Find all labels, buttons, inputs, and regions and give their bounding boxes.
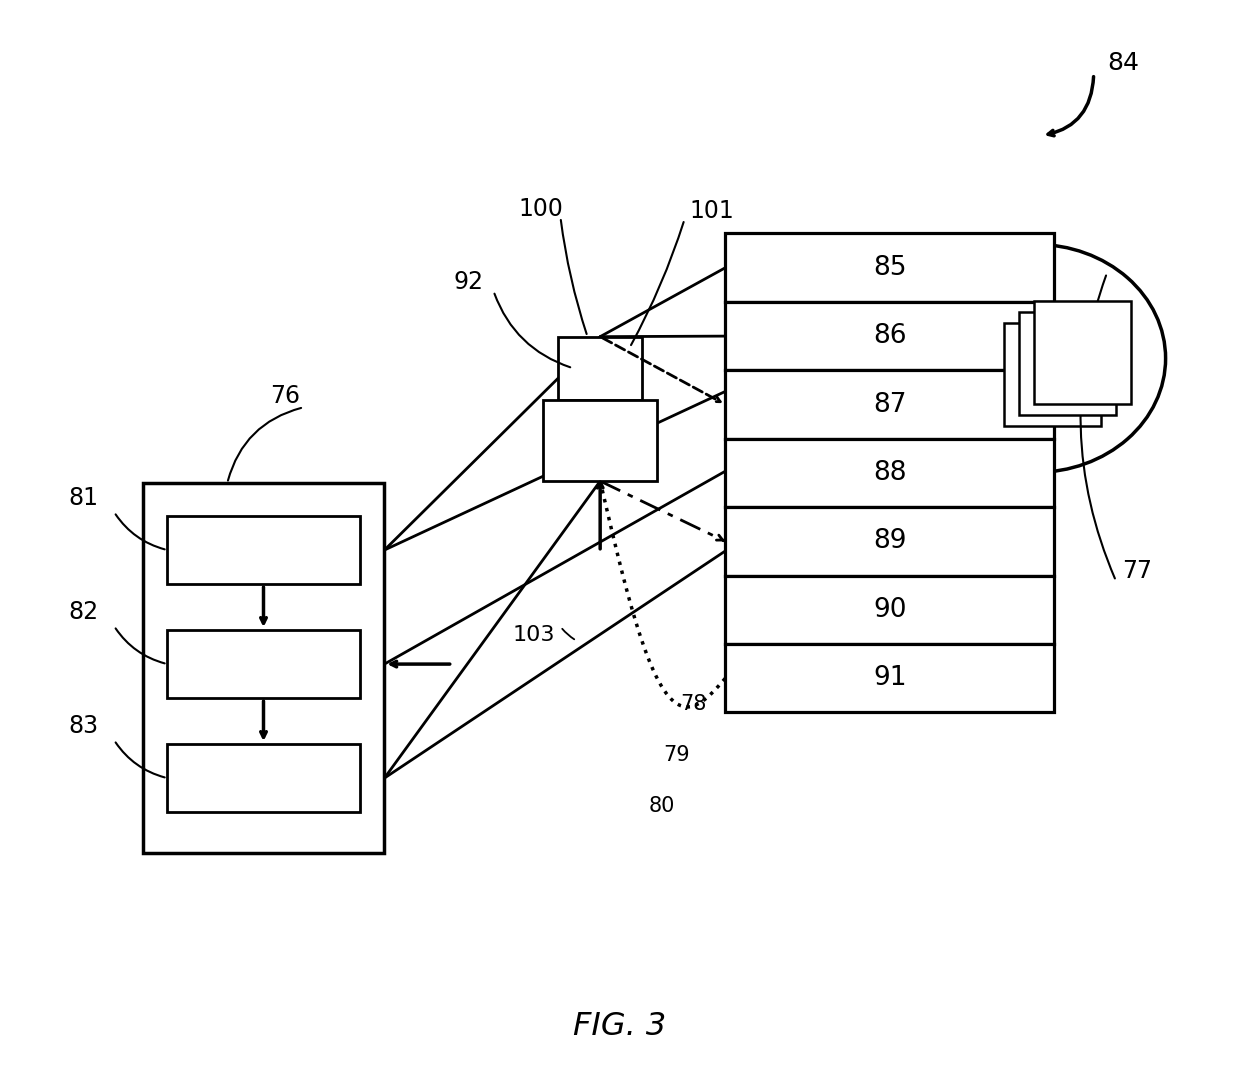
Text: 82: 82 bbox=[68, 599, 98, 624]
Text: 84: 84 bbox=[1107, 51, 1140, 75]
FancyBboxPatch shape bbox=[167, 516, 360, 584]
FancyBboxPatch shape bbox=[725, 302, 1054, 370]
FancyBboxPatch shape bbox=[1019, 312, 1116, 415]
Text: FIG. 3: FIG. 3 bbox=[573, 1011, 667, 1041]
FancyBboxPatch shape bbox=[167, 744, 360, 812]
Text: 87: 87 bbox=[873, 392, 906, 417]
FancyBboxPatch shape bbox=[143, 483, 384, 853]
FancyBboxPatch shape bbox=[725, 233, 1054, 302]
Text: 85: 85 bbox=[873, 255, 906, 280]
FancyBboxPatch shape bbox=[725, 507, 1054, 576]
FancyBboxPatch shape bbox=[725, 370, 1054, 439]
FancyBboxPatch shape bbox=[558, 337, 642, 400]
Text: 91: 91 bbox=[873, 666, 906, 691]
FancyBboxPatch shape bbox=[1004, 323, 1101, 426]
FancyBboxPatch shape bbox=[725, 644, 1054, 712]
Text: 80: 80 bbox=[649, 796, 675, 816]
FancyBboxPatch shape bbox=[725, 576, 1054, 644]
Text: 89: 89 bbox=[873, 529, 906, 554]
Text: 81: 81 bbox=[68, 485, 98, 510]
Text: 100: 100 bbox=[518, 197, 563, 220]
Text: 92: 92 bbox=[454, 270, 484, 294]
Text: 79: 79 bbox=[663, 745, 689, 765]
Text: 103: 103 bbox=[513, 626, 556, 645]
FancyBboxPatch shape bbox=[167, 630, 360, 698]
Text: 77: 77 bbox=[1122, 559, 1152, 583]
Text: 90: 90 bbox=[873, 597, 906, 622]
FancyBboxPatch shape bbox=[1034, 301, 1131, 404]
Text: 78: 78 bbox=[681, 694, 707, 714]
FancyBboxPatch shape bbox=[543, 400, 657, 481]
Text: 83: 83 bbox=[68, 714, 98, 738]
Text: 86: 86 bbox=[873, 324, 906, 349]
FancyBboxPatch shape bbox=[725, 439, 1054, 507]
Text: 88: 88 bbox=[873, 460, 906, 485]
Text: 76: 76 bbox=[270, 384, 300, 408]
Text: 101: 101 bbox=[689, 199, 734, 223]
